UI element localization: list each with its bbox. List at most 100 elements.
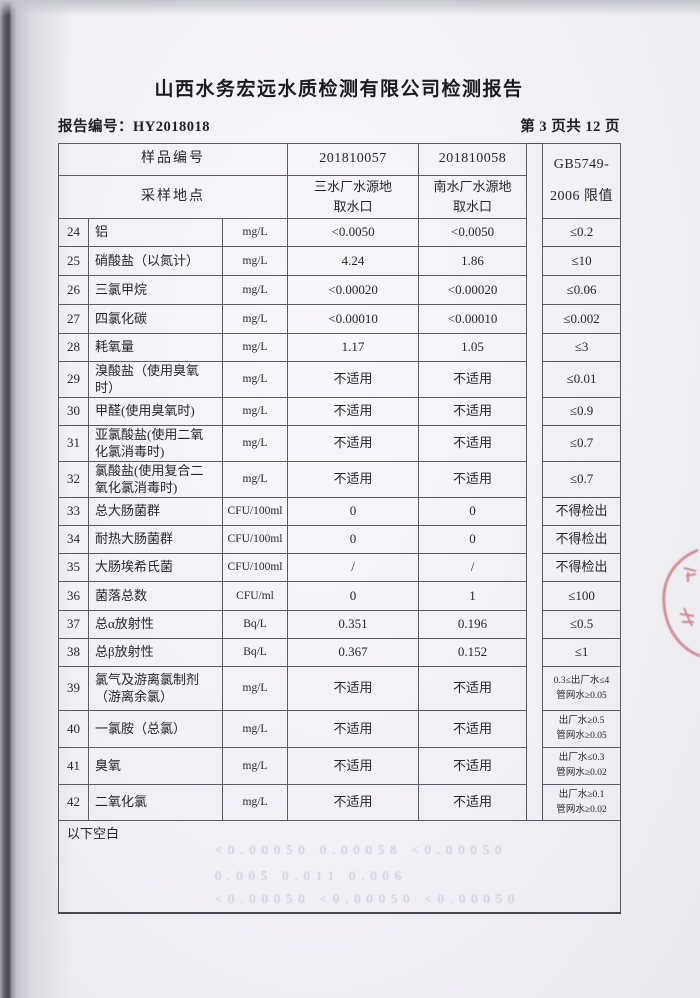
col-name: 总α放射性 [88, 610, 223, 639]
table-row: 35 大肠埃希氏菌 CFU/100ml / / 不得检出 [58, 553, 622, 582]
gap-cell [526, 425, 544, 462]
col-unit: CFU/100ml [221, 497, 289, 526]
sample-id-label: 样品编号 [57, 143, 289, 176]
col-name: 耐热大肠菌群 [88, 525, 223, 554]
table-row: 27 四氯化碳 mg/L <0.00010 <0.00010 ≤0.002 [58, 304, 622, 334]
col-limit: ≤0.01 [542, 361, 622, 398]
col-limit: ≤0.7 [542, 425, 622, 462]
col-unit: CFU/100ml [221, 553, 289, 582]
gap-cell [526, 666, 544, 711]
col-limit: ≤0.9 [542, 397, 622, 426]
table-row: 29 溴酸盐（使用臭氧 时） mg/L 不适用 不适用 ≤0.01 [58, 361, 622, 398]
col-sample2-value: 1.86 [418, 246, 528, 276]
col-num: 38 [58, 638, 89, 667]
col-sample2-value: 1 [418, 581, 528, 611]
col-limit: ≤0.5 [542, 610, 622, 639]
col-limit: ≤0.06 [542, 275, 622, 305]
col-sample1-value: <0.00010 [287, 304, 420, 334]
col-name: 亚氯酸盐(使用二氧 化氯消毒时) [88, 425, 223, 462]
sample2-location: 南水厂水源地 取水口 [418, 175, 528, 219]
report-number-label: 报告编号： [58, 119, 133, 135]
col-num: 24 [58, 218, 89, 247]
table-row: 34 耐热大肠菌群 CFU/100ml 0 0 不得检出 [58, 525, 622, 554]
col-name: 耗氧量 [88, 333, 223, 362]
col-num: 36 [58, 581, 89, 611]
col-sample1-value: 0.351 [287, 610, 420, 639]
col-sample1-value: 1.17 [287, 333, 420, 362]
location-label: 采样地点 [57, 175, 289, 219]
gap-cell [526, 747, 544, 785]
col-name: 三氯甲烷 [88, 275, 223, 305]
table-row: 41 臭氧 mg/L 不适用 不适用 出厂水≤0.3 管网水≥0.02 [58, 747, 622, 785]
footer-row: 以下空白 [57, 820, 622, 913]
col-sample2-value: 0 [418, 525, 528, 554]
col-unit: Bq/L [221, 610, 289, 639]
col-sample1-value: <0.00020 [287, 275, 420, 305]
col-num: 26 [58, 275, 89, 305]
col-name: 氯酸盐(使用复合二 氧化氯消毒时) [88, 461, 223, 498]
gap-cell [526, 553, 544, 582]
col-sample1-value: 不适用 [287, 361, 420, 398]
col-unit: mg/L [221, 304, 289, 334]
gap-cell [526, 397, 544, 426]
col-limit: 出厂水≥0.5 管网水≥0.05 [542, 710, 622, 748]
col-unit: mg/L [221, 666, 289, 711]
col-limit: ≤0.7 [542, 461, 622, 498]
gap-cell [526, 333, 544, 362]
col-sample2-value: / [418, 553, 528, 582]
col-num: 35 [58, 553, 89, 582]
col-sample1-value: 0 [287, 497, 420, 526]
col-limit: ≤1 [542, 638, 622, 667]
col-sample2-value: 不适用 [418, 397, 528, 426]
col-unit: mg/L [221, 246, 289, 276]
blank-below-cell: 以下空白 [57, 820, 622, 913]
sample1-id: 201810057 [287, 143, 420, 176]
col-limit: ≤3 [542, 333, 622, 362]
header-row-sample-id: 样品编号 201810057 201810058 GB5749- 2006 限值 [57, 143, 622, 219]
col-name: 氯气及游离氯制剂 （游离余氯） [88, 666, 223, 711]
col-unit: mg/L [221, 710, 289, 748]
col-sample2-value: <0.00010 [418, 304, 528, 334]
col-num: 39 [58, 666, 89, 711]
table-row: 24 铝 mg/L <0.0050 <0.0050 ≤0.2 [58, 218, 622, 247]
gap-cell [526, 784, 544, 821]
col-sample1-value: 不适用 [287, 784, 420, 821]
col-limit: 不得检出 [542, 553, 622, 582]
gap-cell [526, 361, 544, 398]
col-num: 28 [58, 333, 89, 362]
table-row: 31 亚氯酸盐(使用二氧 化氯消毒时) mg/L 不适用 不适用 ≤0.7 [58, 425, 622, 462]
col-name: 铝 [88, 218, 223, 247]
report-meta: 报告编号：HY2018018 第 3 页共 12 页 [58, 115, 620, 136]
col-sample2-value: 不适用 [418, 666, 528, 711]
col-unit: CFU/100ml [221, 525, 289, 554]
blank-below-note: 以下空白 [67, 826, 120, 841]
gap-cell [526, 246, 544, 276]
table-row: 39 氯气及游离氯制剂 （游离余氯） mg/L 不适用 不适用 0.3≤出厂水≤… [58, 666, 622, 711]
header-row-location: 采样地点 三水厂水源地 取水口 南水厂水源地 取水口 [57, 175, 621, 219]
col-unit: mg/L [221, 218, 289, 247]
red-stamp-bleedthrough [654, 546, 700, 662]
results-table: 样品编号 201810057 201810058 GB5749- 2006 限值… [57, 143, 622, 914]
col-limit: 出厂水≥0.1 管网水≥0.02 [542, 784, 622, 821]
col-sample2-value: 不适用 [418, 425, 528, 462]
gap-cell [526, 710, 544, 748]
col-sample2-value: 0.196 [418, 610, 528, 639]
col-num: 25 [58, 246, 89, 276]
table-row: 32 氯酸盐(使用复合二 氧化氯消毒时) mg/L 不适用 不适用 ≤0.7 [58, 461, 622, 498]
col-sample1-value: / [287, 553, 420, 582]
col-limit: ≤100 [542, 581, 622, 611]
col-sample2-value: 0.152 [418, 638, 528, 667]
stamp-fragment-icon [662, 548, 700, 658]
col-unit: mg/L [221, 333, 289, 362]
col-name: 二氧化氯 [88, 784, 223, 821]
col-sample2-value: 0 [418, 497, 528, 526]
col-sample1-value: 不适用 [287, 425, 420, 462]
col-limit: 出厂水≤0.3 管网水≥0.02 [542, 747, 622, 785]
gap-cell [526, 304, 544, 334]
gap-cell [526, 581, 544, 611]
table-row: 38 总β放射性 Bq/L 0.367 0.152 ≤1 [58, 638, 622, 667]
col-sample2-value: 不适用 [418, 461, 528, 498]
col-sample1-value: 4.24 [287, 246, 420, 276]
col-limit: 不得检出 [542, 497, 622, 526]
